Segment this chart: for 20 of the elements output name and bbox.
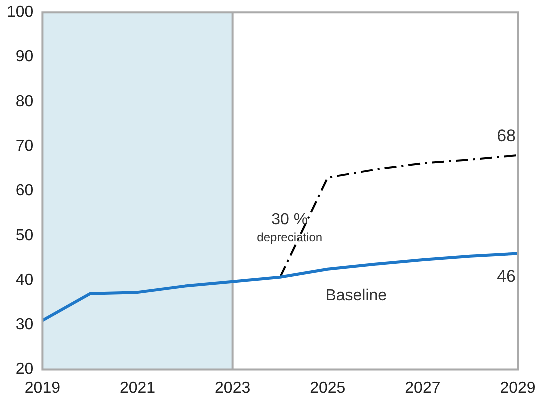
annotation: 30 % — [272, 212, 308, 229]
x-tick-label: 2023 — [215, 380, 251, 397]
data-label: 46 — [497, 266, 516, 286]
y-tick-label: 20 — [16, 361, 34, 378]
x-tick-label: 2019 — [24, 380, 61, 397]
y-tick-label: 70 — [16, 138, 34, 155]
annotation: depreciation — [257, 230, 323, 244]
y-tick-label: 90 — [16, 48, 34, 66]
x-tick-label: 2025 — [310, 380, 346, 397]
x-tick-label: 2027 — [405, 380, 441, 397]
y-tick-label: 30 — [16, 316, 34, 334]
x-tick-label: 2021 — [120, 380, 156, 397]
annotation: Baseline — [326, 288, 388, 305]
y-tick-label: 40 — [16, 272, 34, 289]
y-tick-label: 50 — [16, 227, 34, 244]
y-tick-label: 60 — [16, 182, 34, 200]
x-tick-label: 2029 — [500, 380, 536, 397]
data-label: 68 — [497, 126, 516, 146]
y-tick-label: 80 — [16, 93, 34, 110]
y-tick-label: 100 — [6, 4, 34, 22]
